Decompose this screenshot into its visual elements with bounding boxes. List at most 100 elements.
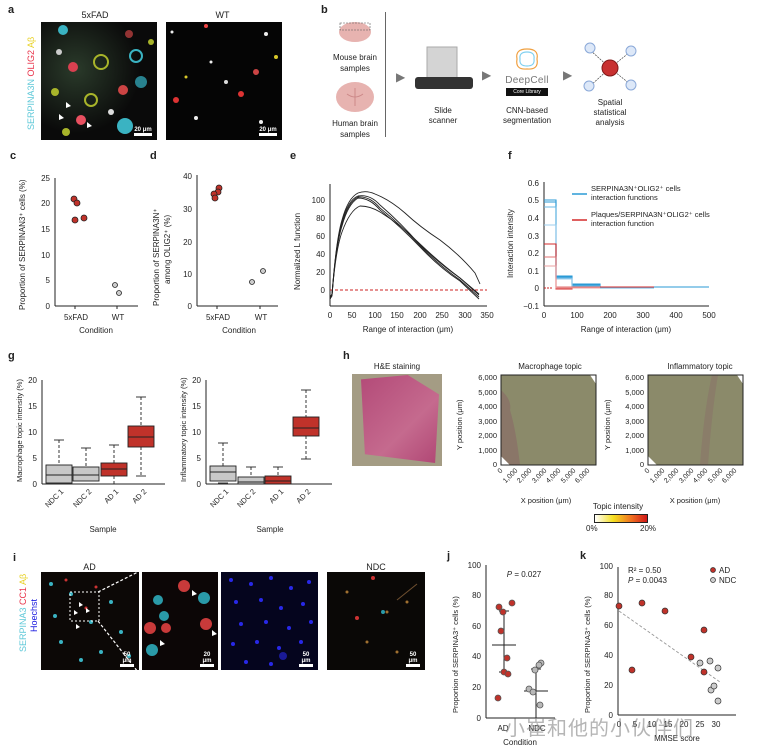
svg-text:0: 0 [188,302,193,311]
svg-text:5,000: 5,000 [625,388,644,397]
svg-text:0: 0 [477,714,482,723]
svg-text:0: 0 [644,467,652,475]
svg-text:200: 200 [413,311,427,320]
svg-text:350: 350 [480,311,494,320]
panel-i-title-ndc: NDC [366,562,386,572]
panel-label-a: a [8,4,15,16]
scale-bar: 20 μm [199,652,215,667]
svg-text:30: 30 [712,720,721,729]
chart-e: 0 20 40 60 80 100 0 50 100 150 200 250 300 350 Range… [293,184,494,334]
svg-text:0.4: 0.4 [528,214,540,223]
y-axis-label: Proportion of SERPINAN3⁺ cells (%) [18,179,27,310]
svg-text:15: 15 [41,225,50,234]
svg-text:3,000: 3,000 [531,467,548,484]
svg-text:0: 0 [321,286,326,295]
svg-text:−0.1: −0.1 [523,302,539,311]
deepcell-wordmark: DeepCell [505,75,549,86]
micrograph-wt: 20 μm [166,22,282,140]
svg-text:1,000: 1,000 [625,446,644,455]
svg-text:5: 5 [197,454,202,463]
scale-bar: 20 μm [258,127,278,136]
micrograph-ndc: 50 μm [327,572,425,670]
svg-text:NDC 2: NDC 2 [71,487,93,509]
svg-text:Sample: Sample [89,525,117,534]
svg-text:3,000: 3,000 [678,467,695,484]
panel-label-k: k [580,550,587,562]
svg-text:6,000: 6,000 [625,373,644,382]
panel-label-j: j [447,550,451,562]
svg-text:15: 15 [28,402,37,411]
panel-label-g: g [8,350,15,362]
human-brain-label: Human brain samples [332,119,378,139]
svg-text:Sample: Sample [256,525,284,534]
scale-bar: 50 μm [119,652,135,667]
svg-text:Range of interaction (μm): Range of interaction (μm) [363,325,454,334]
svg-text:10: 10 [28,428,37,437]
svg-text:50: 50 [348,311,357,320]
arrow-icon: ▶ [396,70,406,84]
svg-text:10: 10 [41,251,50,260]
svg-text:MMSE score: MMSE score [654,734,700,743]
micrograph-5xfad: 20 μm [41,22,157,140]
svg-text:Condition: Condition [503,738,537,747]
svg-text:400: 400 [669,311,683,320]
svg-text:0.5: 0.5 [528,196,540,205]
svg-text:5: 5 [633,720,638,729]
svg-text:40: 40 [604,651,613,660]
svg-text:40: 40 [183,172,192,181]
svg-text:X position (μm): X position (μm) [521,496,572,505]
svg-text:60: 60 [604,621,613,630]
svg-text:80: 80 [604,591,613,600]
svg-text:80: 80 [472,591,481,600]
svg-text:5,000: 5,000 [707,467,724,484]
svg-text:300: 300 [636,311,650,320]
svg-text:1,000: 1,000 [478,446,497,455]
chart-d: 0 10 20 30 40 5xFAD WT Condition Proportion o… [152,172,278,335]
x-tick-5xfad: 5xFAD [64,313,88,322]
svg-text:Proportion of SERPINA3⁺ cells: Proportion of SERPINA3⁺ cells (%) [451,596,460,713]
panel-a-title-wt: WT [215,10,230,20]
zoom-indicator-lines [97,571,139,673]
micrograph-ad-zoom: 20 μm [142,572,218,670]
svg-text:0: 0 [46,302,51,311]
svg-text:300: 300 [458,311,472,320]
svg-text:0: 0 [609,711,614,720]
svg-text:0: 0 [640,460,644,469]
svg-text:4,000: 4,000 [692,467,709,484]
svg-text:2,000: 2,000 [625,431,644,440]
svg-text:10: 10 [183,270,192,279]
mouse-brain-label: Mouse brain samples [332,53,378,73]
panel-label-c: c [10,150,17,162]
svg-text:100: 100 [368,311,382,320]
svg-text:100: 100 [600,562,614,571]
panel-a-stain-label: SERPINA3N OLIG2 Aβ [26,36,36,130]
svg-text:Interaction intensity: Interaction intensity [506,209,515,278]
svg-text:NDC 2: NDC 2 [235,487,257,509]
svg-text:0: 0 [535,284,540,293]
svg-text:Normalized L function: Normalized L function [293,213,302,290]
svg-text:20: 20 [183,238,192,247]
micrograph-5xfad-cells [51,25,154,136]
svg-text:2,000: 2,000 [516,467,533,484]
svg-text:0: 0 [197,480,202,489]
panel-i-stain-label: SERPINA3 CC1 Aβ [18,573,28,652]
svg-text:X position (μm): X position (μm) [670,496,721,505]
svg-text:40: 40 [316,250,325,259]
svg-text:5,000: 5,000 [560,467,577,484]
svg-text:0: 0 [497,467,505,475]
x-axis-label: Condition [79,326,113,335]
svg-text:25: 25 [696,720,705,729]
panel-a-title-5xfad: 5xFAD [81,10,109,20]
mouse-brain-icon [339,22,371,42]
svg-text:3,000: 3,000 [478,417,497,426]
arrow-icon: ▶ [482,68,492,82]
svg-text:NDC 1: NDC 1 [208,487,230,509]
svg-text:AD 1: AD 1 [102,487,120,505]
inflammatory-topic-title: Inflammatory topic [667,362,733,371]
svg-text:0: 0 [328,311,333,320]
divider [385,12,386,137]
svg-text:60: 60 [316,232,325,241]
svg-text:Inflammatory topic intensity (: Inflammatory topic intensity (%) [179,377,188,482]
micrograph-ad-hoechst: 50 μm [221,572,318,670]
